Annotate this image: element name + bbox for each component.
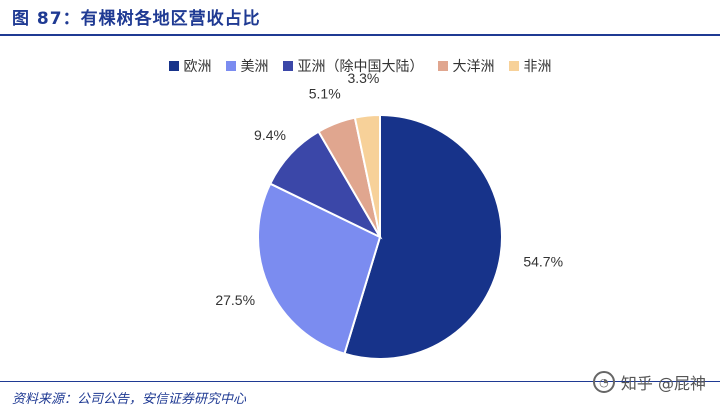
legend-swatch-americas — [225, 61, 236, 71]
legend-label-americas: 美洲 — [240, 59, 269, 75]
legend-label-oceania: 大洋洲 — [452, 59, 495, 75]
legend-item-americas: 美洲 — [225, 56, 269, 76]
legend-item-oceania: 大洋洲 — [437, 56, 495, 76]
data-label-europe: 54.7% — [523, 253, 563, 269]
legend-label-europe: 欧洲 — [183, 59, 212, 75]
legend-label-africa: 非洲 — [523, 59, 552, 75]
data-label-americas: 27.5% — [215, 292, 255, 308]
legend-item-africa: 非洲 — [508, 56, 552, 76]
legend-item-asia: 亚洲（除中国大陆） — [282, 56, 424, 76]
title-divider — [0, 34, 720, 36]
pie-slice-europe — [343, 113, 503, 360]
legend-swatch-oceania — [437, 61, 448, 71]
legend-swatch-africa — [508, 61, 519, 71]
data-label-oceania: 5.1% — [309, 85, 341, 101]
legend-swatch-europe — [168, 61, 179, 71]
source-note: 资料来源：公司公告，安信证券研究中心 — [12, 392, 247, 407]
pie-slices — [256, 113, 503, 360]
legend-item-europe: 欧洲 — [168, 56, 212, 76]
pie-slice-africa — [353, 113, 381, 238]
figure-title: 图 87：有棵树各地区营收占比 — [12, 9, 261, 29]
wechat-icon: ◔ — [592, 371, 615, 393]
watermark: ◔ 知乎 @屁神 — [592, 370, 706, 394]
watermark-text: 知乎 @屁神 — [620, 374, 706, 393]
legend-swatch-asia — [282, 61, 293, 71]
data-label-africa: 3.3% — [347, 70, 379, 86]
pie-slice-americas — [256, 182, 382, 355]
chart-legend: 欧洲 美洲 亚洲（除中国大陆） 大洋洲 非洲 — [0, 55, 720, 77]
bottom-divider — [0, 381, 720, 382]
pie-data-labels: 54.7% 27.5% 9.4% 5.1% 3.3% — [215, 70, 563, 308]
legend-label-asia: 亚洲（除中国大陆） — [297, 59, 424, 75]
data-label-asia: 9.4% — [254, 127, 286, 143]
